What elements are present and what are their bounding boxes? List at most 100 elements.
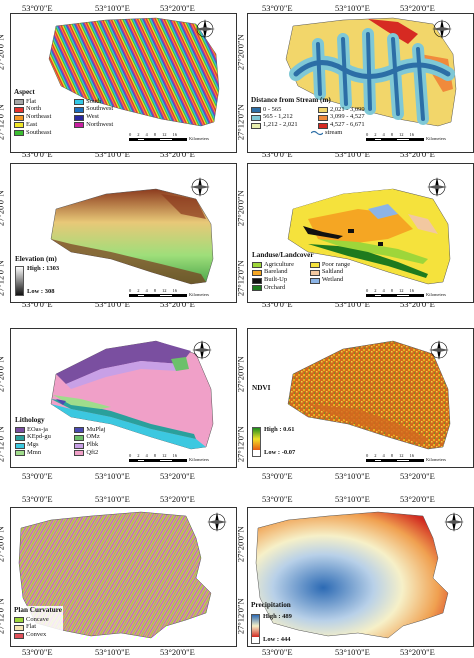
legend-label: 2,021 - 3,099 [330,105,365,113]
legend-swatch [14,114,24,121]
legend-item: 1,212 - 2,021 [251,121,314,129]
legend-item: Northwest [74,121,132,129]
lon-label: 53°20'0"E [400,3,435,13]
curvature-map-panel: Plan Curvature Concave Flat Convex [10,507,237,647]
lon-label: 53°20'0"E [160,299,195,309]
legend-swatch [14,624,24,631]
lon-label: 53°0'0"E [22,149,53,159]
legend-item: 2,021 - 3,099 [318,105,381,114]
ramp-high-label: High : 489 [263,612,292,620]
legend-label: Built-Up [264,276,288,284]
lon-label: 53°10'0"E [95,149,130,159]
legend-swatch [251,106,261,113]
ramp-high-label: High : 1303 [27,264,60,272]
north-arrow-icon [189,176,211,198]
lat-label: 27°20'0"N [235,356,246,393]
legend-item: Agriculture [252,261,306,269]
legend-swatch [251,122,261,129]
legend-item: OMz [74,434,125,441]
legend-item: Plbk [74,441,125,449]
lithology-map [50,340,214,450]
legend-label: Northeast [26,113,52,121]
ndvi-map-panel: NDVI High : 0.61 Low : -0.07 0 2 4 8 12 16 Ki… [247,328,474,468]
lon-label: 53°20'0"E [160,471,195,481]
legend-swatch [309,261,320,268]
lat-label: 27°12'0"N [0,426,6,463]
lon-label: 53°0'0"E [22,3,53,13]
lon-label: 53°20'0"E [160,149,195,159]
legend-item: Flat [14,97,70,106]
ramp-high-label: High : 0.61 [264,426,295,433]
legend-label: OMz [86,433,100,441]
legend-label: Flat [26,97,37,105]
legend-title: Aspect [14,88,35,96]
legend-label: 0 - 565 [263,105,282,113]
legend-swatch [252,269,262,276]
legend-label: Northwest [86,121,114,128]
legend-label: Plbk [86,441,99,449]
legend-title: Landuse/Landcover [252,251,314,259]
legend-item: MuPlaj [74,426,125,434]
lon-label: 53°20'0"E [160,494,195,504]
legend-swatch [15,450,25,457]
lon-label: 53°20'0"E [400,471,435,481]
legend-swatch [14,106,24,113]
lon-label: 53°10'0"E [335,647,370,657]
legend-swatch [252,261,262,268]
legend-label: 1,212 - 2,021 [263,121,298,129]
legend-item: Convex [14,631,62,639]
legend-swatch [309,269,320,276]
lon-label: 53°0'0"E [262,299,293,309]
legend-item: Mgs [15,441,70,449]
lat-label: 27°20'0"N [0,526,6,563]
legend-swatch [14,632,24,639]
lat-label: 27°12'0"N [235,260,246,297]
legend-title: Lithology [15,416,45,424]
lon-label: 53°0'0"E [262,3,293,13]
legend-swatch [251,114,261,121]
elevation-legend: Elevation (m) High : 1303 Low : 308 [15,255,60,296]
legend-item: Saltland [309,269,362,276]
legend-label: 4,527 - 6,671 [330,121,365,129]
landuse-map [287,188,451,285]
legend-item: Flat [14,624,62,631]
lon-label: 53°0'0"E [262,149,293,159]
legend-label: Poor range [321,260,351,268]
scale-bar: 0 2 4 8 12 16 Kilometers [129,453,209,462]
legend-label: Bareland [264,268,288,276]
lon-label: 53°0'0"E [262,471,293,481]
elevation-map [50,188,214,285]
legend-label: South [86,97,102,105]
lon-label: 53°0'0"E [262,494,293,504]
legend-item: East [14,121,70,129]
legend-item: Southwest [74,106,132,113]
lon-label: 53°10'0"E [95,299,130,309]
lat-label: 27°12'0"N [235,598,246,635]
legend-label: Flat [26,623,37,631]
ramp-low-label: Low : 444 [263,635,291,643]
legend-swatch [15,426,25,433]
stream-legend: Distance from Stream (m) 0 - 565 2,021 - … [251,96,381,138]
north-arrow-icon [428,339,450,361]
legend-item: Poor range [309,260,362,269]
ndvi-map [287,340,451,450]
lon-label: 53°20'0"E [400,494,435,504]
legend-swatch [318,114,328,121]
lon-label: 53°10'0"E [95,3,130,13]
legend-label: Southeast [26,128,52,136]
north-arrow-icon [194,18,216,40]
legend-item: Built-Up [252,276,306,284]
legend-label: 3,099 - 4,527 [330,113,365,121]
legend-swatch [309,277,320,284]
legend-item: 3,099 - 4,527 [318,114,381,121]
lon-label: 53°10'0"E [335,149,370,159]
legend-label: Qft2 [86,449,99,456]
legend-title: Elevation (m) [15,255,57,263]
curvature-legend: Plan Curvature Concave Flat Convex [13,606,63,641]
lon-label: 53°0'0"E [22,494,53,504]
stream-line-icon [311,131,323,136]
legend-item: Southeast [14,128,70,137]
lat-label: 27°12'0"N [0,260,6,297]
aspect-map-panel: Aspect Flat South North Southwest Northeast W… [10,13,237,153]
